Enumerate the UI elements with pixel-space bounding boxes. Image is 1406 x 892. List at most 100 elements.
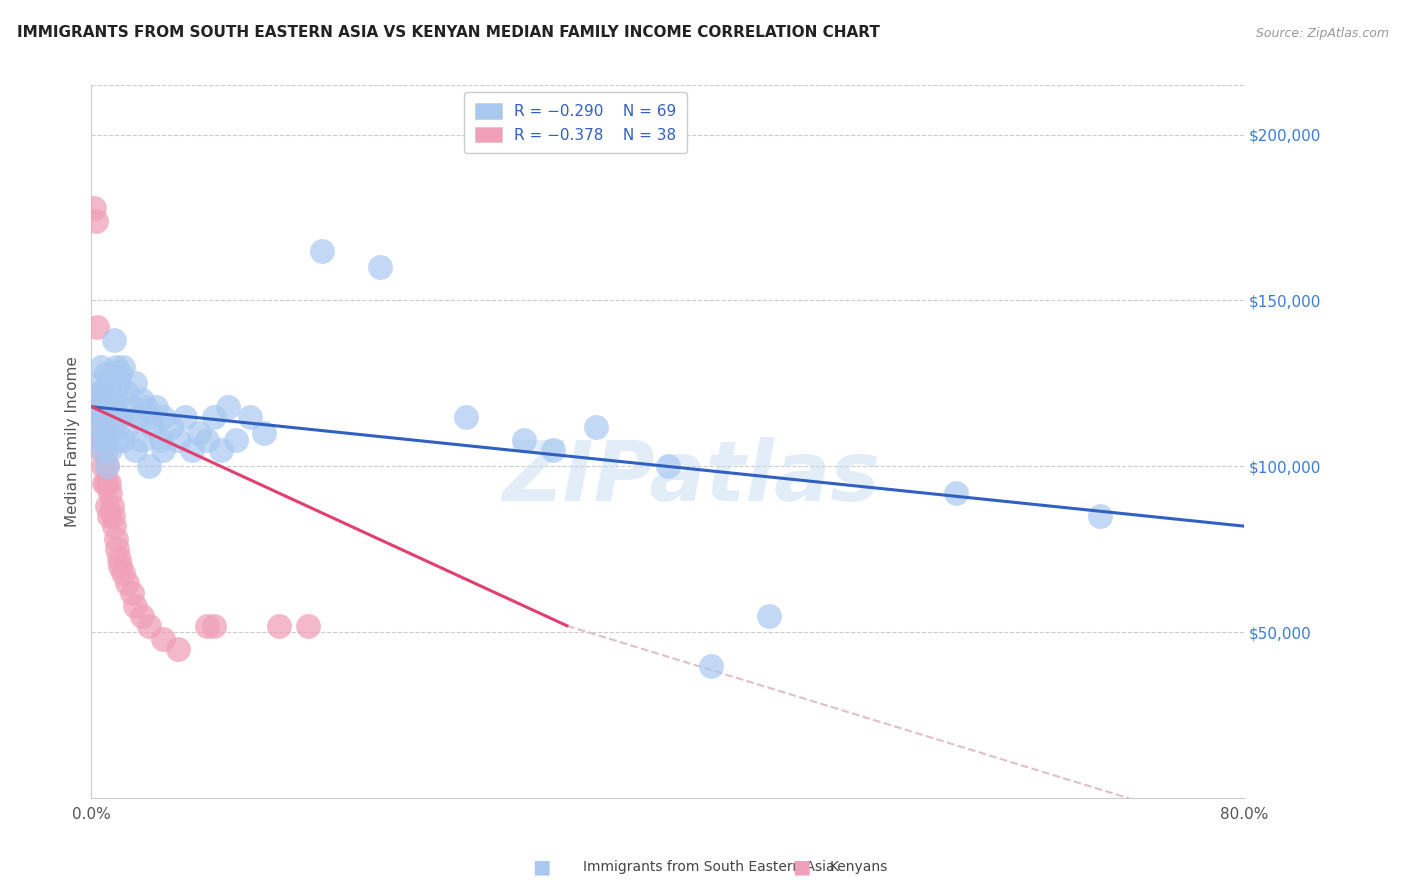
Text: Source: ZipAtlas.com: Source: ZipAtlas.com xyxy=(1256,27,1389,40)
Point xyxy=(90,359,112,374)
Point xyxy=(225,433,247,447)
Point xyxy=(202,409,225,424)
Point xyxy=(700,658,723,673)
Point xyxy=(311,244,333,258)
Point xyxy=(124,376,146,391)
Point xyxy=(1088,509,1111,524)
Point xyxy=(83,201,105,215)
Point xyxy=(97,476,120,491)
Point xyxy=(107,376,129,391)
Point xyxy=(96,459,118,474)
Point xyxy=(253,426,276,441)
Point xyxy=(152,632,174,646)
Point xyxy=(202,619,225,633)
Text: Kenyans: Kenyans xyxy=(830,860,887,874)
Point xyxy=(297,619,319,633)
Point xyxy=(87,386,110,401)
Point xyxy=(107,552,129,566)
Point xyxy=(89,419,111,434)
Point xyxy=(93,433,115,447)
Point xyxy=(91,419,114,434)
Point xyxy=(86,320,108,334)
Point xyxy=(91,442,114,457)
Point xyxy=(117,419,139,434)
Text: ZIPatlas: ZIPatlas xyxy=(502,437,880,517)
Point xyxy=(159,419,181,434)
Point xyxy=(84,214,107,228)
Point xyxy=(105,392,128,407)
Point xyxy=(101,509,124,524)
Point xyxy=(101,367,124,381)
Point xyxy=(103,334,125,348)
Point xyxy=(100,500,122,514)
Text: ■: ■ xyxy=(792,857,811,877)
Point xyxy=(117,386,139,401)
Point xyxy=(104,359,127,374)
Point xyxy=(117,575,139,590)
Point xyxy=(104,533,127,547)
Point xyxy=(89,433,111,447)
Point xyxy=(131,392,153,407)
Point xyxy=(112,566,135,580)
Point xyxy=(110,367,132,381)
Point xyxy=(98,442,121,457)
Point xyxy=(141,419,163,434)
Point xyxy=(90,442,112,457)
Point xyxy=(124,442,146,457)
Point xyxy=(112,433,135,447)
Text: ■: ■ xyxy=(531,857,551,877)
Point xyxy=(138,459,160,474)
Point xyxy=(166,433,188,447)
Point xyxy=(181,442,204,457)
Point xyxy=(149,433,172,447)
Point xyxy=(124,599,146,613)
Point xyxy=(87,409,110,424)
Text: Immigrants from South Eastern Asia: Immigrants from South Eastern Asia xyxy=(583,860,835,874)
Point xyxy=(513,433,536,447)
Point xyxy=(96,400,118,414)
Point xyxy=(94,367,117,381)
Point xyxy=(91,400,114,414)
Point xyxy=(110,559,132,574)
Point xyxy=(97,376,120,391)
Point xyxy=(110,409,132,424)
Point xyxy=(121,585,143,599)
Point xyxy=(541,442,564,457)
Point xyxy=(127,409,149,424)
Point xyxy=(166,642,188,657)
Point xyxy=(945,486,967,500)
Point xyxy=(89,400,111,414)
Point xyxy=(112,359,135,374)
Point xyxy=(94,442,117,457)
Point xyxy=(84,400,107,414)
Point xyxy=(267,619,290,633)
Point xyxy=(585,419,607,434)
Point xyxy=(96,500,118,514)
Point xyxy=(86,409,108,424)
Point xyxy=(131,608,153,623)
Point xyxy=(135,400,157,414)
Point xyxy=(90,433,112,447)
Point xyxy=(174,409,197,424)
Point xyxy=(657,459,679,474)
Point xyxy=(105,542,128,557)
Point xyxy=(454,409,477,424)
Point xyxy=(152,409,174,424)
Point xyxy=(131,433,153,447)
Point xyxy=(98,486,121,500)
Point xyxy=(758,608,780,623)
Point xyxy=(217,400,239,414)
Point xyxy=(93,409,115,424)
Point xyxy=(103,409,125,424)
Point xyxy=(98,409,121,424)
Point xyxy=(97,509,120,524)
Point xyxy=(188,426,211,441)
Point xyxy=(368,260,391,275)
Text: IMMIGRANTS FROM SOUTH EASTERN ASIA VS KENYAN MEDIAN FAMILY INCOME CORRELATION CH: IMMIGRANTS FROM SOUTH EASTERN ASIA VS KE… xyxy=(17,25,880,40)
Point xyxy=(152,442,174,457)
Point xyxy=(195,433,218,447)
Y-axis label: Median Family Income: Median Family Income xyxy=(65,356,80,527)
Point xyxy=(94,433,117,447)
Point xyxy=(195,619,218,633)
Point xyxy=(239,409,262,424)
